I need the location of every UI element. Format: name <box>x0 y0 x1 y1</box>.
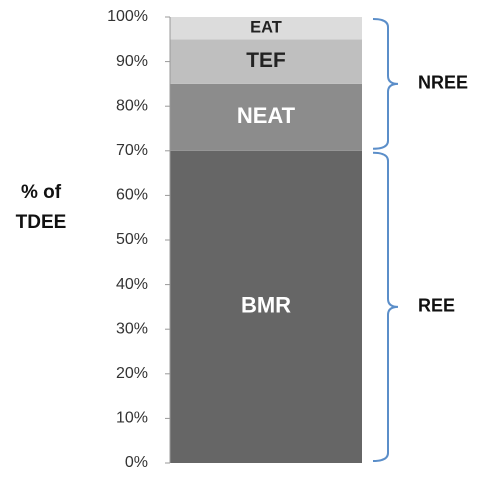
y-tick-label: 70% <box>116 142 148 159</box>
brace-label: NREE <box>418 73 468 93</box>
bar-segment <box>170 150 362 464</box>
y-tick-label: 10% <box>116 410 148 427</box>
bar-segment <box>170 39 362 84</box>
bar-segment <box>170 17 362 40</box>
segment-label: EAT <box>250 18 282 36</box>
segment-label: BMR <box>241 293 291 318</box>
y-tick-label: 90% <box>116 53 148 70</box>
brace-label: REE <box>418 296 455 316</box>
brace <box>372 151 399 462</box>
segment-label: NEAT <box>237 103 296 128</box>
y-tick-label: 50% <box>116 231 148 248</box>
segment-label: TEF <box>246 49 286 72</box>
y-tick-label: 20% <box>116 365 148 382</box>
y-axis-label: % of TDEE <box>15 182 67 233</box>
y-tick-label: 0% <box>125 454 148 471</box>
y-tick-label: 100% <box>107 8 148 25</box>
bar-segment <box>170 83 362 151</box>
brace <box>372 18 399 150</box>
y-tick-label: 30% <box>116 320 148 337</box>
y-tick-label: 60% <box>116 187 148 204</box>
y-tick-label: 80% <box>116 97 148 114</box>
y-tick-label: 40% <box>116 276 148 293</box>
